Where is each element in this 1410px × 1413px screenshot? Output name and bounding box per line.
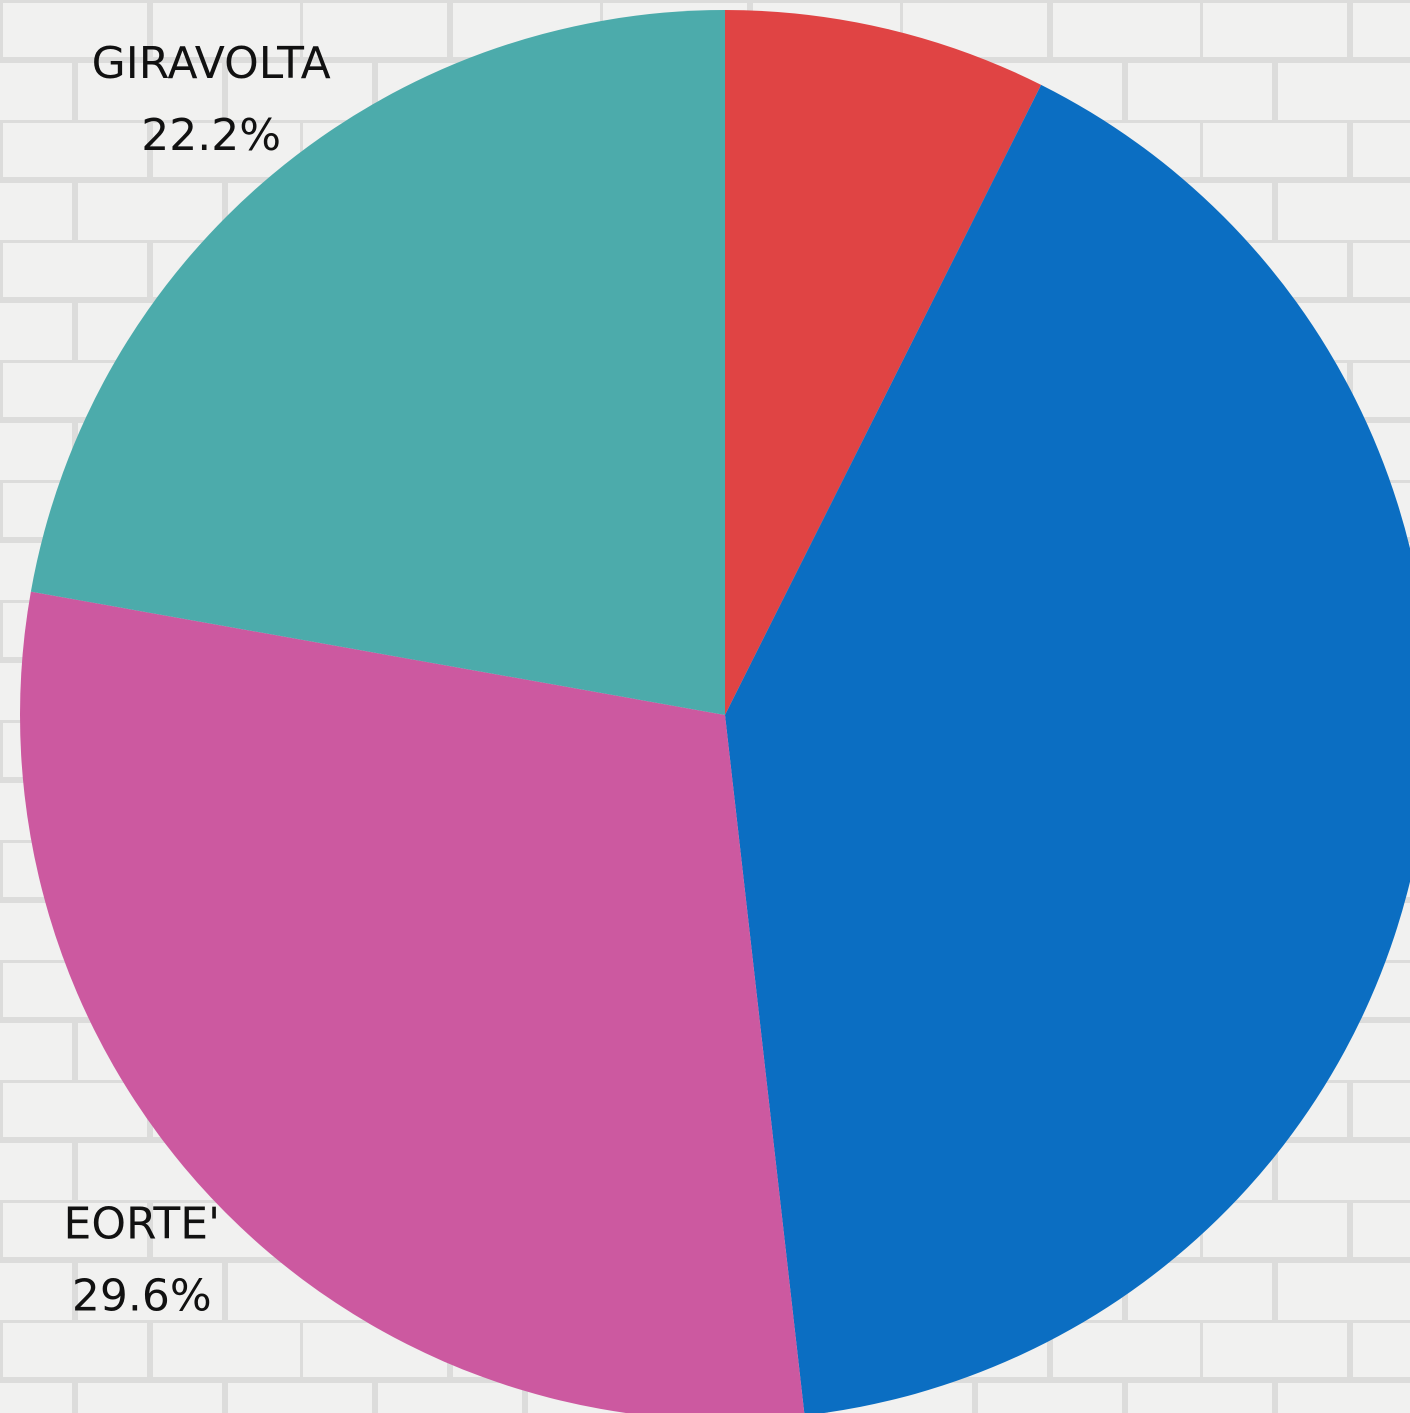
slice-label: EORTE' (64, 1199, 221, 1250)
chart: EORTE' 29.6% GIRAVOLTA 22.2% (0, 0, 1410, 1413)
value-label: 29.6% (72, 1271, 212, 1322)
slice-label: GIRAVOLTA (92, 38, 331, 89)
value-label: 22.2% (141, 110, 281, 161)
pie (20, 10, 1410, 1413)
